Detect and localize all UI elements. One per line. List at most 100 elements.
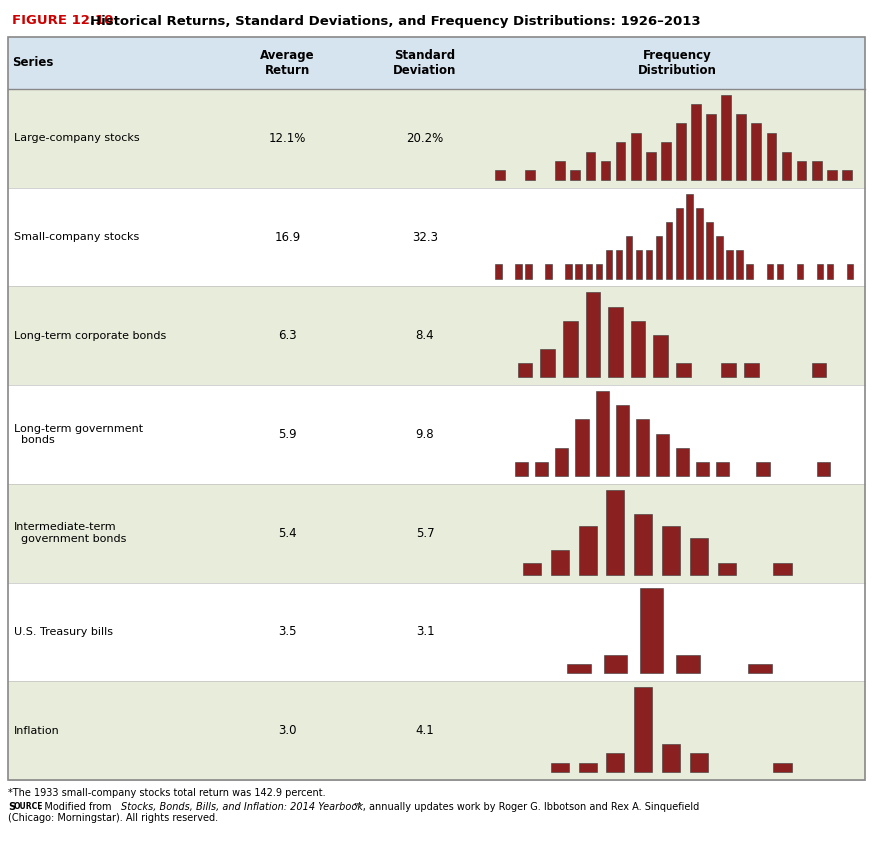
Bar [615, 142, 625, 180]
Text: 3.1: 3.1 [416, 626, 434, 638]
Bar [607, 754, 624, 772]
Bar [579, 526, 596, 575]
Bar [736, 250, 743, 278]
Bar [646, 152, 656, 180]
Bar [586, 265, 592, 278]
Bar [721, 95, 731, 180]
Text: 9.8: 9.8 [416, 428, 434, 441]
Bar [626, 236, 632, 278]
Text: FIGURE 12.10: FIGURE 12.10 [12, 14, 113, 28]
Text: Standard
Deviation: Standard Deviation [394, 49, 457, 77]
Text: *The 1933 small-company stocks total return was 142.9 percent.: *The 1933 small-company stocks total ret… [8, 788, 326, 798]
Bar [515, 462, 528, 476]
Bar [636, 250, 643, 278]
Bar [8, 37, 865, 89]
Bar [817, 265, 823, 278]
Text: S: S [8, 802, 15, 812]
Bar [773, 562, 792, 575]
Bar [523, 562, 541, 575]
Bar [551, 763, 569, 772]
Text: 16.9: 16.9 [274, 231, 300, 244]
Bar [540, 349, 555, 378]
Bar [746, 265, 753, 278]
Text: Small-company stocks: Small-company stocks [14, 232, 140, 242]
Bar [515, 265, 522, 278]
Text: 5.9: 5.9 [278, 428, 297, 441]
Bar [634, 687, 652, 772]
Bar [676, 363, 691, 378]
Text: 8.4: 8.4 [416, 330, 434, 342]
Bar [781, 152, 792, 180]
Bar [636, 419, 649, 476]
Bar [812, 363, 827, 378]
Text: 12.1%: 12.1% [269, 132, 306, 145]
Text: Intermediate-term
  government bonds: Intermediate-term government bonds [14, 523, 127, 544]
Text: Historical Returns, Standard Deviations, and Frequency Distributions: 1926–2013: Historical Returns, Standard Deviations,… [90, 14, 701, 28]
Bar [656, 433, 669, 476]
Text: U.S. Treasury bills: U.S. Treasury bills [14, 627, 113, 637]
Bar [601, 161, 610, 180]
Text: 4.1: 4.1 [416, 724, 435, 737]
Bar [744, 363, 759, 378]
Bar [706, 114, 716, 180]
Bar [566, 265, 572, 278]
Bar [721, 363, 736, 378]
Bar [777, 265, 783, 278]
Bar [570, 170, 581, 180]
Bar [526, 265, 532, 278]
Bar [634, 514, 652, 575]
Bar [631, 320, 645, 378]
Bar [676, 207, 683, 278]
Bar [607, 490, 624, 575]
Bar [563, 320, 578, 378]
Text: OURCE: OURCE [13, 802, 43, 811]
Bar [656, 236, 663, 278]
Bar [8, 37, 865, 780]
Bar [766, 132, 776, 180]
Bar [752, 123, 761, 180]
Bar [8, 385, 865, 484]
Bar [718, 562, 736, 575]
Bar [690, 539, 708, 575]
Text: Long-term government
  bonds: Long-term government bonds [14, 424, 143, 445]
Text: Stocks, Bonds, Bills, and Inflation: 2014 Yearbook: Stocks, Bonds, Bills, and Inflation: 201… [121, 802, 363, 812]
Bar [676, 654, 699, 674]
Text: 6.3: 6.3 [278, 330, 297, 342]
Bar [518, 363, 533, 378]
Bar [8, 89, 865, 188]
Bar [615, 405, 629, 476]
Bar [8, 287, 865, 385]
Text: ™, annually updates work by Roger G. Ibbotson and Rex A. Sinquefield: ™, annually updates work by Roger G. Ibb… [353, 802, 699, 812]
Text: 3.5: 3.5 [278, 626, 297, 638]
Text: Series: Series [12, 56, 53, 69]
Bar [526, 170, 535, 180]
Bar [716, 462, 729, 476]
Bar [748, 664, 772, 674]
Text: : Modified from: : Modified from [38, 802, 114, 812]
Text: 3.0: 3.0 [278, 724, 297, 737]
Bar [696, 462, 709, 476]
Bar [847, 265, 854, 278]
Bar [8, 188, 865, 287]
Bar [726, 250, 732, 278]
Bar [676, 123, 686, 180]
Text: 5.7: 5.7 [416, 527, 434, 540]
Bar [8, 583, 865, 681]
Bar [797, 265, 803, 278]
Bar [575, 419, 588, 476]
Bar [586, 293, 601, 378]
Bar [842, 170, 852, 180]
Text: Long-term corporate bonds: Long-term corporate bonds [14, 330, 166, 341]
Bar [546, 265, 552, 278]
Bar [606, 250, 612, 278]
Bar [555, 161, 565, 180]
Text: 20.2%: 20.2% [406, 132, 443, 145]
Bar [797, 161, 807, 180]
Bar [586, 152, 595, 180]
Bar [773, 763, 792, 772]
Bar [690, 754, 708, 772]
Bar [575, 265, 582, 278]
Bar [495, 265, 501, 278]
Bar [535, 462, 548, 476]
Text: Large-company stocks: Large-company stocks [14, 133, 140, 143]
